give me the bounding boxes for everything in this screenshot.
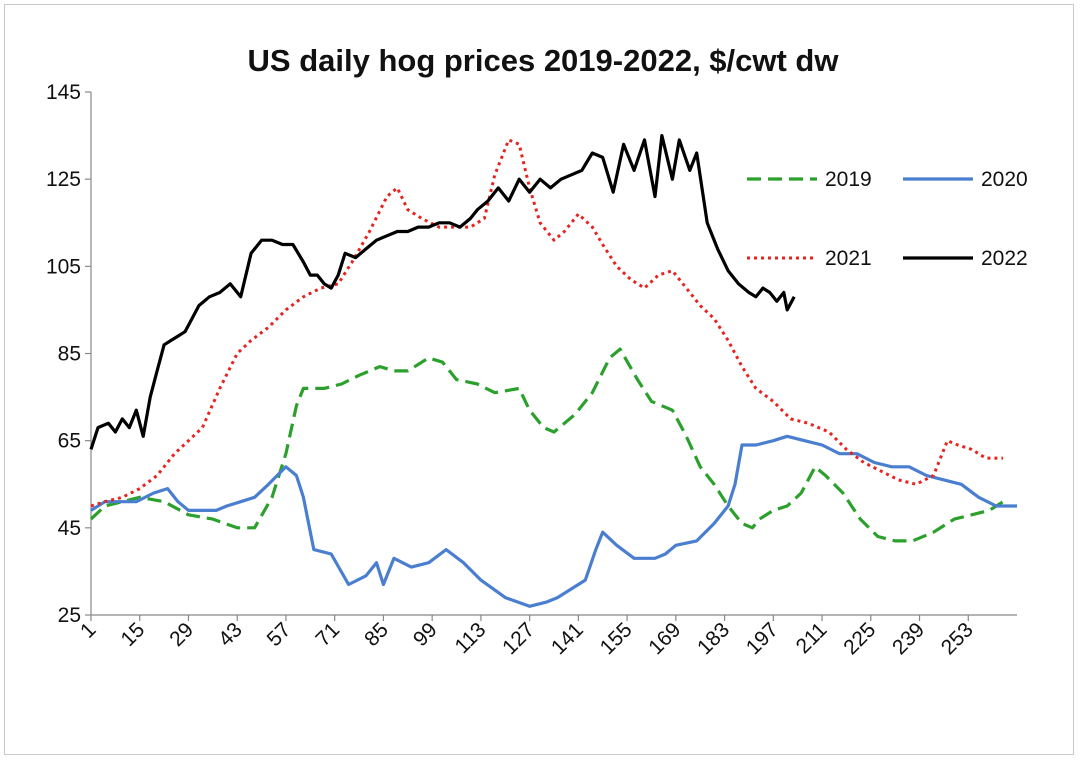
x-tick-label: 99 bbox=[409, 618, 442, 651]
x-tick-label: 225 bbox=[839, 618, 880, 659]
legend: 2019 2020 2021 2022 bbox=[747, 168, 1028, 270]
x-tick-label: 127 bbox=[498, 618, 539, 659]
x-tick-label: 57 bbox=[263, 618, 296, 651]
x-tick-label: 43 bbox=[214, 618, 247, 651]
legend-label-2022: 2022 bbox=[981, 247, 1028, 270]
y-tick-label: 65 bbox=[58, 430, 81, 453]
x-tick-label: 197 bbox=[742, 618, 783, 659]
y-tick-label: 105 bbox=[46, 255, 81, 278]
x-tick-label: 169 bbox=[644, 618, 685, 659]
y-tick-label: 85 bbox=[58, 343, 81, 366]
x-tick-label: 155 bbox=[596, 618, 637, 659]
x-tick-label: 85 bbox=[360, 618, 393, 651]
series-line-2019 bbox=[89, 347, 1004, 543]
y-tick-label: 145 bbox=[46, 81, 81, 104]
chart-title: US daily hog prices 2019-2022, $/cwt dw bbox=[248, 43, 840, 78]
x-tick-label: 1 bbox=[76, 618, 101, 643]
x-tick-label: 211 bbox=[792, 618, 832, 658]
chart-canvas: US daily hog prices 2019-2022, $/cwt dw … bbox=[46, 43, 1028, 659]
series-lines bbox=[89, 134, 1017, 608]
legend-label-2019: 2019 bbox=[825, 168, 872, 191]
y-tick-label: 125 bbox=[46, 168, 81, 191]
x-tick-label: 71 bbox=[311, 618, 344, 651]
series-line-2022 bbox=[89, 134, 796, 450]
x-tick-label: 239 bbox=[888, 618, 929, 659]
legend-label-2021: 2021 bbox=[825, 247, 872, 270]
x-tick-label: 253 bbox=[937, 618, 978, 659]
y-tick-label: 45 bbox=[58, 517, 81, 540]
series-line-2021 bbox=[90, 138, 1004, 508]
x-tick-label: 15 bbox=[116, 618, 149, 651]
y-tick-label: 25 bbox=[58, 604, 81, 627]
x-tick-label: 141 bbox=[547, 618, 588, 659]
legend-label-2020: 2020 bbox=[981, 168, 1028, 191]
series-line-2020 bbox=[90, 434, 1017, 608]
x-tick-label: 113 bbox=[450, 618, 490, 658]
chart-frame: US daily hog prices 2019-2022, $/cwt dw … bbox=[4, 4, 1074, 755]
x-tick-label: 29 bbox=[165, 618, 198, 651]
x-tick-label: 183 bbox=[693, 618, 734, 659]
